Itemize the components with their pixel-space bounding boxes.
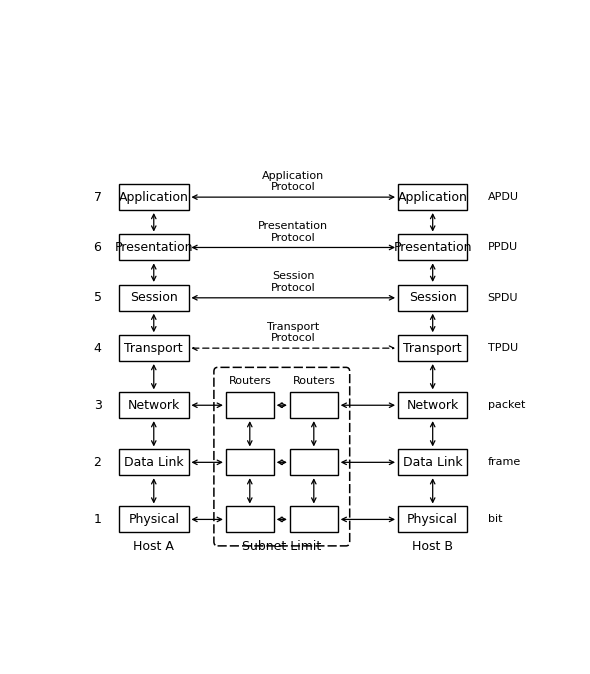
Bar <box>398 235 467 260</box>
Bar <box>119 506 189 532</box>
Bar <box>226 392 274 418</box>
Text: 2: 2 <box>94 456 101 469</box>
Text: SPDU: SPDU <box>487 293 518 303</box>
Bar <box>398 184 467 210</box>
Bar <box>290 392 338 418</box>
Text: Transport
Protocol: Transport Protocol <box>267 321 319 343</box>
Text: Host A: Host A <box>133 541 174 553</box>
Text: Presentation
Protocol: Presentation Protocol <box>258 221 328 243</box>
Text: Subnet Limit: Subnet Limit <box>242 541 322 553</box>
Text: 6: 6 <box>94 241 101 254</box>
Text: packet: packet <box>487 400 525 410</box>
Bar <box>398 285 467 311</box>
Bar <box>398 506 467 532</box>
Text: Application: Application <box>398 191 468 204</box>
Text: 3: 3 <box>94 399 101 412</box>
Text: Network: Network <box>407 399 459 412</box>
Text: Application
Protocol: Application Protocol <box>262 171 324 192</box>
Bar <box>119 392 189 418</box>
Bar <box>398 450 467 475</box>
Text: frame: frame <box>487 458 521 467</box>
Text: Presentation: Presentation <box>114 241 193 254</box>
Text: Data Link: Data Link <box>403 456 463 469</box>
Text: 1: 1 <box>94 513 101 526</box>
Text: 7: 7 <box>94 191 101 204</box>
Text: TPDU: TPDU <box>487 343 517 353</box>
Text: Host B: Host B <box>412 541 453 553</box>
Text: Data Link: Data Link <box>124 456 183 469</box>
Text: Transport: Transport <box>124 342 183 355</box>
Bar <box>398 392 467 418</box>
Bar <box>226 450 274 475</box>
Bar <box>226 506 274 532</box>
Text: Session: Session <box>130 291 178 305</box>
Text: PPDU: PPDU <box>487 243 517 253</box>
Bar <box>290 450 338 475</box>
Text: APDU: APDU <box>487 192 519 202</box>
Bar <box>290 506 338 532</box>
Text: 5: 5 <box>94 291 101 305</box>
Text: Physical: Physical <box>407 513 458 526</box>
Text: Physical: Physical <box>128 513 179 526</box>
Bar <box>119 450 189 475</box>
Text: Session: Session <box>409 291 457 305</box>
Text: Session
Protocol: Session Protocol <box>271 272 316 293</box>
Text: Presentation: Presentation <box>394 241 472 254</box>
Bar <box>119 335 189 361</box>
Text: Routers: Routers <box>228 376 271 386</box>
Text: Transport: Transport <box>404 342 462 355</box>
Text: Network: Network <box>127 399 180 412</box>
Text: 4: 4 <box>94 342 101 355</box>
Bar <box>398 335 467 361</box>
Bar <box>119 184 189 210</box>
Text: Routers: Routers <box>293 376 335 386</box>
Bar <box>119 285 189 311</box>
Bar <box>119 235 189 260</box>
Text: Application: Application <box>119 191 189 204</box>
Text: bit: bit <box>487 514 502 524</box>
